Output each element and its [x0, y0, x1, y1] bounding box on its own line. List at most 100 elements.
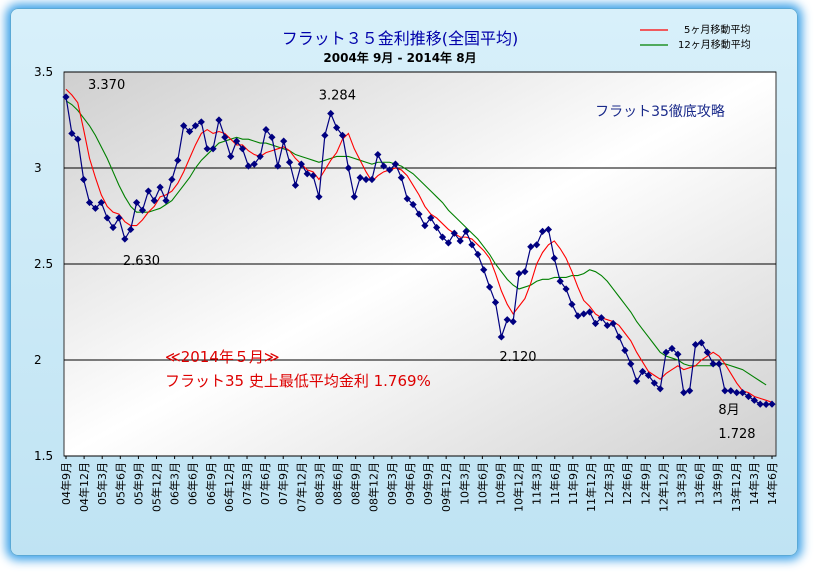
- rate-point: [638, 367, 647, 376]
- x-tick-label: 12年3月: [602, 462, 616, 505]
- rate-point: [486, 283, 494, 291]
- data-label: 3.284: [319, 88, 356, 103]
- rate-point: [744, 392, 753, 401]
- rate-point: [127, 225, 135, 234]
- rate-point: [91, 204, 100, 212]
- x-tick-label: 04年9月: [59, 462, 73, 505]
- ma5-line: [65, 88, 773, 403]
- x-tick-label: 06年6月: [186, 462, 200, 505]
- rate-point: [144, 187, 152, 195]
- x-tick-label: 05年9月: [131, 462, 145, 505]
- x-tick-label: 08年9月: [349, 462, 363, 505]
- rate-point: [756, 400, 764, 408]
- x-tick-label: 10年3月: [457, 462, 471, 505]
- rate-point: [462, 227, 470, 235]
- x-tick-label: 09年9月: [421, 462, 435, 505]
- rate-point: [385, 166, 394, 174]
- legend-ma12-label: 12ヶ月移動平均: [678, 38, 751, 51]
- rate-point: [762, 400, 770, 408]
- rate-point: [691, 341, 700, 349]
- rate-point: [97, 198, 105, 207]
- rate-point: [256, 152, 264, 161]
- rate-point: [621, 346, 629, 354]
- y-tick-label: 3: [34, 161, 42, 175]
- rate-point: [768, 400, 776, 408]
- rate-point: [738, 389, 747, 397]
- x-tick-label: 13年6月: [693, 462, 707, 505]
- rate-point: [368, 175, 376, 184]
- rate-point: [491, 298, 500, 306]
- highlight-note-line2: フラット35 史上最低平均金利 1.769%: [165, 372, 431, 390]
- rate-point: [574, 312, 582, 320]
- x-tick-label: 10年9月: [493, 462, 507, 505]
- rate-point: [697, 339, 705, 347]
- rate-point: [338, 131, 347, 139]
- rate-point: [321, 131, 329, 139]
- x-tick-label: 06年9月: [204, 462, 218, 505]
- rate-point: [315, 193, 323, 201]
- x-tick-label: 11年12月: [584, 462, 598, 512]
- rate-point: [562, 285, 570, 293]
- rate-point: [133, 198, 141, 207]
- rate-point: [197, 118, 205, 126]
- rate-point: [727, 387, 735, 395]
- rate-point: [733, 389, 741, 397]
- rate-point: [650, 379, 658, 387]
- x-tick-label: 12年6月: [620, 462, 634, 505]
- rate-point: [686, 387, 694, 395]
- rate-point: [297, 160, 305, 168]
- rate-point: [121, 235, 129, 243]
- rate-point: [115, 214, 123, 222]
- rate-point: [674, 350, 682, 358]
- data-label: 3.370: [88, 78, 125, 93]
- rate-point: [515, 270, 523, 278]
- rate-point: [333, 124, 341, 132]
- x-tick-label: 06年12月: [222, 462, 236, 512]
- rate-point: [538, 227, 547, 235]
- x-tick-label: 10年12月: [512, 462, 526, 512]
- rate-point: [180, 122, 188, 130]
- rate-point: [138, 206, 147, 214]
- rate-point: [409, 200, 417, 209]
- rate-point: [391, 160, 400, 168]
- rate-point: [291, 181, 300, 189]
- rate-point: [227, 152, 235, 161]
- rate-point: [521, 268, 529, 276]
- x-tick-label: 07年3月: [240, 462, 254, 505]
- x-tick-label: 05年12月: [150, 462, 164, 512]
- rate-point: [444, 239, 453, 247]
- x-tick-label: 06年3月: [168, 462, 182, 505]
- rate-point: [550, 254, 558, 262]
- rate-point: [274, 162, 282, 170]
- rate-point: [309, 172, 317, 180]
- x-tick-label: 14年3月: [747, 462, 761, 505]
- rate-point: [662, 348, 670, 356]
- x-tick-label: 08年3月: [312, 462, 326, 505]
- rate-point: [656, 385, 664, 393]
- x-tick-label: 07年12月: [294, 462, 308, 512]
- x-tick-label: 10年6月: [475, 462, 489, 505]
- rate-point: [262, 126, 270, 134]
- rate-point: [250, 160, 258, 168]
- x-tick-label: 09年3月: [385, 462, 399, 505]
- rate-point: [668, 344, 676, 353]
- grid-lines: [64, 71, 776, 457]
- rate-point: [374, 150, 382, 159]
- rate-point: [433, 223, 441, 232]
- rate-point: [344, 164, 352, 172]
- chart-subtitle: 2004年 9月 - 2014年 8月: [323, 50, 476, 65]
- rate-point: [586, 308, 594, 316]
- rate-point: [644, 371, 653, 379]
- rate-point: [556, 277, 564, 285]
- rate-point: [527, 243, 535, 251]
- rate-point: [721, 387, 729, 395]
- rate-point: [503, 316, 511, 324]
- rate-point: [268, 133, 276, 141]
- rate-point: [380, 162, 388, 170]
- rate-point: [468, 241, 476, 249]
- data-label: 1.728: [718, 427, 755, 442]
- data-label: 2.120: [499, 350, 536, 365]
- rate-point: [109, 223, 117, 232]
- x-tick-label: 12年9月: [638, 462, 652, 505]
- rate-point: [450, 229, 458, 237]
